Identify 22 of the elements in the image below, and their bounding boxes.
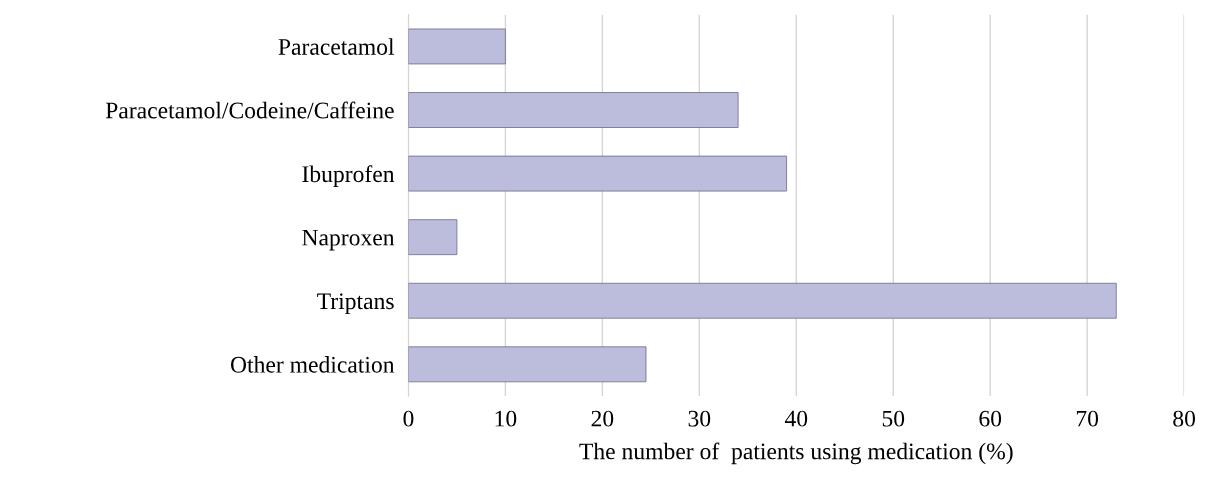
x-tick-label: 10 (495, 410, 517, 427)
x-tick-label: 0 (403, 410, 414, 427)
bar (408, 92, 739, 128)
y-tick-label: Paracetamol (278, 38, 395, 55)
y-tick-label: Paracetamol/Codeine/Caffeine (105, 101, 394, 119)
x-tick-label: 20 (591, 410, 614, 427)
x-tick-label: 80 (1173, 410, 1196, 427)
y-tick-label: Triptans (317, 293, 394, 314)
bar (408, 28, 506, 65)
bar (408, 155, 788, 192)
bar (408, 219, 458, 256)
bar (408, 346, 647, 383)
x-tick-label: 30 (688, 410, 711, 427)
x-tick-label: 70 (1076, 410, 1099, 427)
y-tick-label: Ibuprofen (302, 165, 395, 187)
x-tick-label: 40 (784, 410, 808, 427)
bar (408, 282, 1117, 319)
x-tick-label: 60 (979, 410, 1002, 427)
y-tick-label: Naproxen (302, 229, 395, 251)
x-axis-title: The number of patients using medication (%) (579, 442, 1013, 465)
y-tick-label: Other medication (230, 356, 395, 373)
x-tick-label: 50 (882, 410, 905, 427)
